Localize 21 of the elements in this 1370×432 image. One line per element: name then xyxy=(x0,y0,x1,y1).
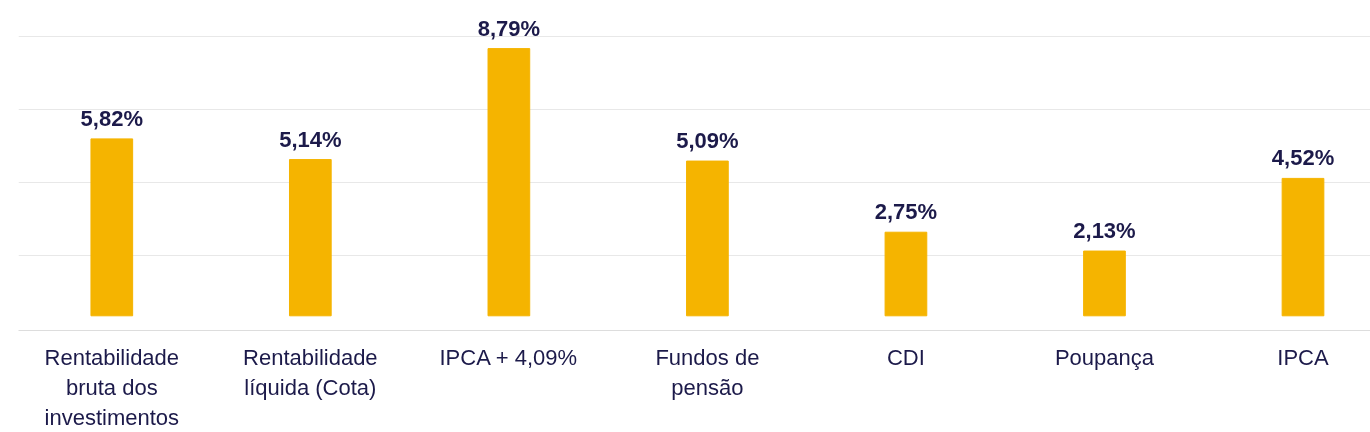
data-label: 5,82% xyxy=(80,105,144,131)
bar xyxy=(1281,177,1325,317)
data-label: 8,79% xyxy=(477,15,541,41)
x-tick-label: Fundos de pensão xyxy=(655,344,760,400)
data-label: 5,09% xyxy=(676,128,739,154)
x-tick-label: Poupança xyxy=(1054,344,1155,370)
bar xyxy=(90,138,134,317)
bar xyxy=(1083,250,1126,317)
bar xyxy=(686,160,729,317)
x-tick-label: CDI xyxy=(886,344,925,370)
bar xyxy=(487,48,531,317)
bar xyxy=(289,159,332,317)
bar xyxy=(884,231,928,317)
x-tick-label: Rentabilidade líquida (Cota) xyxy=(243,344,378,400)
x-tick-label: IPCA + 4,09% xyxy=(439,344,578,370)
data-label: 2,75% xyxy=(874,199,938,225)
x-tick-label: Rentabilidade bruta dos investimentos xyxy=(44,344,180,430)
data-label: 4,52% xyxy=(1271,145,1335,171)
x-tick-label: IPCA xyxy=(1277,344,1329,370)
data-label: 2,13% xyxy=(1073,218,1136,244)
data-label: 5,14% xyxy=(279,126,342,152)
